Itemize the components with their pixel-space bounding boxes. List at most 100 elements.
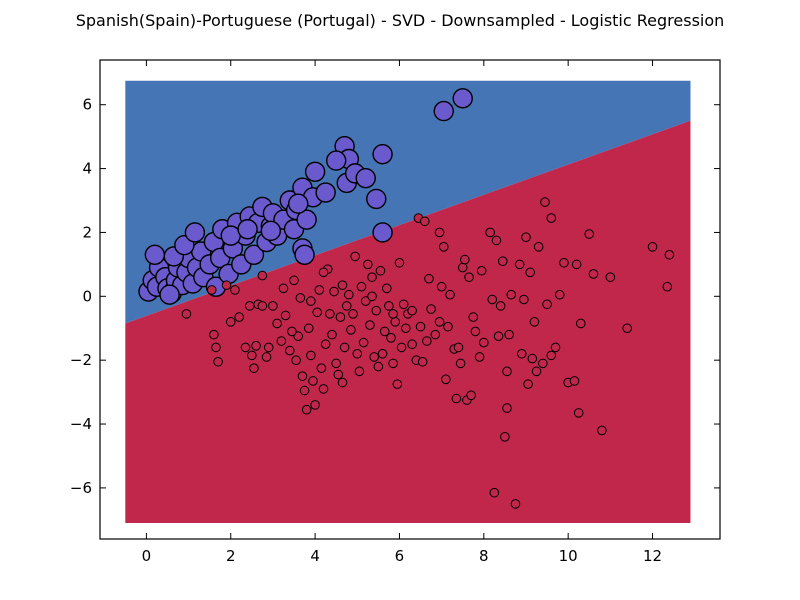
point-portuguese xyxy=(159,284,180,305)
point-spanish xyxy=(249,363,259,373)
point-spanish xyxy=(519,294,529,305)
point-spanish xyxy=(554,289,565,300)
point-spanish xyxy=(400,323,411,334)
point-spanish xyxy=(301,404,312,415)
point-spanish xyxy=(230,285,240,295)
point-spanish xyxy=(280,310,291,321)
y-axis: −6 −4 −2 0 2 4 6 xyxy=(70,96,720,497)
chart-title: Spanish(Spain)-Portuguese (Portugal) - S… xyxy=(76,11,725,30)
point-spanish xyxy=(299,385,310,396)
point-spanish xyxy=(502,366,512,377)
point-portuguese xyxy=(315,182,336,203)
point-spanish xyxy=(460,254,470,265)
point-spanish xyxy=(466,390,476,401)
point-spanish xyxy=(213,356,223,367)
point-spanish xyxy=(251,341,261,351)
point-spanish xyxy=(329,286,339,297)
point-spanish xyxy=(576,318,586,329)
x-tick-label: 0 xyxy=(142,547,152,565)
point-portuguese xyxy=(372,222,393,243)
point-spanish xyxy=(388,309,398,319)
x-axis: 0 2 4 6 8 10 12 xyxy=(142,60,662,565)
point-spanish xyxy=(597,425,607,436)
point-spanish xyxy=(390,317,401,327)
point-spanish xyxy=(514,259,525,270)
point-spanish xyxy=(664,249,675,260)
point-spanish xyxy=(379,326,390,337)
point-spanish xyxy=(331,358,341,369)
point-spanish xyxy=(318,384,329,394)
point-spanish xyxy=(358,337,369,348)
x-tick-label: 12 xyxy=(643,547,662,565)
point-spanish xyxy=(479,337,489,348)
point-spanish xyxy=(287,326,297,337)
point-portuguese xyxy=(243,244,265,265)
point-spanish xyxy=(316,363,327,373)
point-spanish xyxy=(540,197,550,207)
point-spanish xyxy=(506,289,517,300)
point-portuguese xyxy=(325,150,347,171)
point-spanish xyxy=(426,304,436,314)
point-spanish xyxy=(337,280,348,290)
point-spanish xyxy=(365,320,375,330)
y-tick-label: 2 xyxy=(82,223,92,241)
x-tick-label: 8 xyxy=(479,547,489,565)
point-portuguese xyxy=(355,167,376,189)
point-portuguese xyxy=(294,244,315,265)
point-spanish xyxy=(209,329,219,340)
point-spanish xyxy=(377,348,388,359)
point-spanish xyxy=(531,366,542,377)
point-spanish xyxy=(268,301,278,311)
y-tick-label: −4 xyxy=(70,415,92,433)
point-spanish xyxy=(542,299,552,310)
point-spanish xyxy=(487,294,498,305)
point-spanish xyxy=(495,301,506,311)
point-spanish xyxy=(211,342,221,353)
point-spanish xyxy=(455,358,466,369)
point-spanish xyxy=(441,374,451,385)
point-portuguese xyxy=(433,100,454,122)
point-portuguese xyxy=(184,222,206,243)
point-spanish xyxy=(225,317,236,327)
plot-area xyxy=(125,80,691,524)
point-spanish xyxy=(521,232,531,243)
point-spanish xyxy=(373,361,384,372)
decision-region-portuguese xyxy=(125,80,691,324)
point-spanish xyxy=(550,342,561,353)
point-spanish xyxy=(493,331,504,342)
point-portuguese xyxy=(372,144,393,165)
point-spanish xyxy=(350,251,360,262)
point-portuguese xyxy=(288,193,309,214)
point-spanish xyxy=(476,265,487,276)
point-spanish xyxy=(261,352,272,362)
point-spanish xyxy=(263,342,274,353)
point-spanish xyxy=(424,273,434,284)
point-portuguese xyxy=(260,220,282,242)
point-spanish xyxy=(297,371,308,381)
y-tick-label: 4 xyxy=(82,160,92,178)
point-spanish xyxy=(346,325,356,335)
point-spanish xyxy=(546,350,557,361)
point-spanish xyxy=(306,296,316,306)
point-spanish xyxy=(434,227,445,238)
point-spanish xyxy=(502,403,512,413)
point-spanish xyxy=(584,229,595,239)
point-spanish xyxy=(314,285,325,295)
point-spanish xyxy=(257,270,268,281)
point-spanish xyxy=(348,309,358,319)
point-spanish xyxy=(335,312,346,322)
point-spanish xyxy=(430,329,441,340)
point-spanish xyxy=(510,499,521,509)
x-tick-label: 10 xyxy=(559,547,578,565)
point-spanish xyxy=(538,358,548,369)
point-spanish xyxy=(272,318,282,329)
point-spanish xyxy=(337,377,348,388)
point-spanish xyxy=(485,227,495,238)
point-spanish xyxy=(497,256,508,266)
x-tick-label: 2 xyxy=(226,547,236,565)
point-spanish xyxy=(367,291,377,302)
point-spanish xyxy=(504,329,514,340)
point-spanish xyxy=(468,312,479,322)
point-spanish xyxy=(289,275,299,286)
